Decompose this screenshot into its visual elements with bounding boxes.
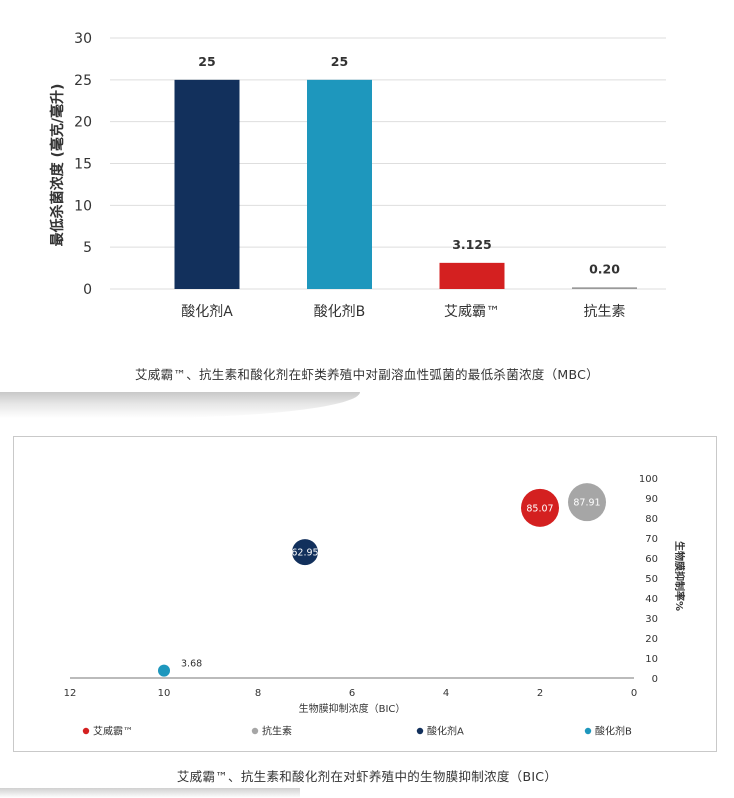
bic-y-tick-label: 20 xyxy=(645,634,658,645)
mbc-category-label: 艾威霸™ xyxy=(444,304,500,320)
mbc-y-tick-label: 30 xyxy=(74,31,92,47)
mbc-y-tick-label: 5 xyxy=(83,240,92,256)
bic-x-tick-label: 10 xyxy=(158,688,171,699)
bic-bubble xyxy=(158,664,170,677)
mbc-value-label: 0.20 xyxy=(589,261,620,276)
bic-x-axis-label: 生物膜抑制浓度（BIC） xyxy=(299,702,406,715)
bic-y-tick-labels: 0 10 20 30 40 50 60 70 80 90 100 xyxy=(639,474,658,685)
bic-legend-label: 酸化剂A xyxy=(427,725,464,738)
mbc-y-tick-label: 15 xyxy=(74,157,92,173)
bic-y-tick-label: 30 xyxy=(645,614,658,625)
bic-y-axis-label: 生物膜抑制率% xyxy=(673,541,686,611)
bic-bubble xyxy=(568,483,606,522)
mbc-value-labels: 25 25 3.125 0.20 xyxy=(198,54,620,276)
mbc-caption: 艾威霸™、抗生素和酸化剂在虾类养殖中对副溶血性弧菌的最低杀菌浓度（MBC） xyxy=(135,367,599,382)
bic-legend-label: 艾威霸™ xyxy=(93,725,133,738)
mbc-y-tick-label: 20 xyxy=(74,115,92,131)
bic-bubble-label: 85.07 xyxy=(526,503,553,514)
mbc-category-labels: 酸化剂A 酸化剂B 艾威霸™ 抗生素 xyxy=(181,304,625,320)
mbc-y-tick-label: 25 xyxy=(74,73,92,89)
bic-legend-marker xyxy=(251,727,259,735)
bic-y-tick-label: 80 xyxy=(645,514,658,525)
bic-legend-label: 酸化剂B xyxy=(595,725,632,738)
bic-x-tick-label: 2 xyxy=(537,688,543,699)
mbc-category-label: 抗生素 xyxy=(584,304,626,320)
mbc-value-label: 25 xyxy=(331,54,348,69)
mbc-bar xyxy=(174,79,240,289)
bic-y-tick-label: 10 xyxy=(645,654,658,665)
mbc-y-axis-label: 最低杀菌浓度 (毫克/毫升) xyxy=(49,84,66,247)
mbc-bar xyxy=(307,79,372,289)
bic-legend-marker xyxy=(416,727,424,735)
bic-bubble-label: 62.95 xyxy=(291,548,318,559)
mbc-y-tick-label: 10 xyxy=(74,198,92,214)
bic-y-tick-label: 70 xyxy=(645,534,658,545)
bic-y-tick-label: 0 xyxy=(652,674,658,685)
mbc-value-label: 25 xyxy=(198,54,215,69)
mbc-bar-chart: 0 5 10 15 20 25 30 25 25 3.125 0.20 酸化剂A 酸化剂B 艾威霸™ 抗… xyxy=(49,31,666,320)
bic-x-tick-label: 6 xyxy=(349,688,355,699)
bic-bubble xyxy=(521,488,559,527)
bic-bubble-label: 87.91 xyxy=(573,498,600,509)
bic-x-tick-label: 8 xyxy=(255,688,261,699)
bic-x-tick-label: 4 xyxy=(443,688,449,699)
mbc-category-label: 酸化剂B xyxy=(314,304,366,320)
bic-x-tick-label: 0 xyxy=(631,688,637,699)
bic-y-tick-label: 100 xyxy=(639,474,658,485)
mbc-bar xyxy=(572,287,637,289)
bic-bubble xyxy=(292,539,318,566)
mbc-bars xyxy=(174,79,637,289)
bic-legend-label: 抗生素 xyxy=(262,725,292,738)
mbc-value-label: 3.125 xyxy=(452,237,492,252)
bic-legend: 艾威霸™ 抗生素 酸化剂A 酸化剂B xyxy=(82,725,632,738)
bic-y-tick-label: 90 xyxy=(645,494,658,505)
bic-caption: 艾威霸™、抗生素和酸化剂在对虾养殖中的生物膜抑制浓度（BIC） xyxy=(176,769,558,784)
bic-bubbles: 85.07 87.91 62.95 3.68 xyxy=(158,483,606,677)
bic-chart-panel xyxy=(13,436,717,752)
bic-y-tick-label: 60 xyxy=(645,554,658,565)
bic-legend-marker xyxy=(584,727,592,735)
bic-bubble-label: 3.68 xyxy=(181,659,202,670)
mbc-category-label: 酸化剂A xyxy=(181,304,233,320)
bottom-shadow xyxy=(0,788,300,798)
bic-y-tick-label: 50 xyxy=(645,574,658,585)
divider-shadow xyxy=(0,392,360,418)
bic-x-tick-label: 12 xyxy=(64,688,77,699)
bic-legend-marker xyxy=(82,727,90,735)
mbc-y-tick-label: 0 xyxy=(83,282,92,298)
bic-x-tick-labels: 12 10 8 6 4 2 0 xyxy=(64,688,638,699)
bic-y-tick-label: 40 xyxy=(645,594,658,605)
mbc-y-tick-labels: 0 5 10 15 20 25 30 xyxy=(74,31,92,298)
mbc-bar xyxy=(439,262,505,289)
